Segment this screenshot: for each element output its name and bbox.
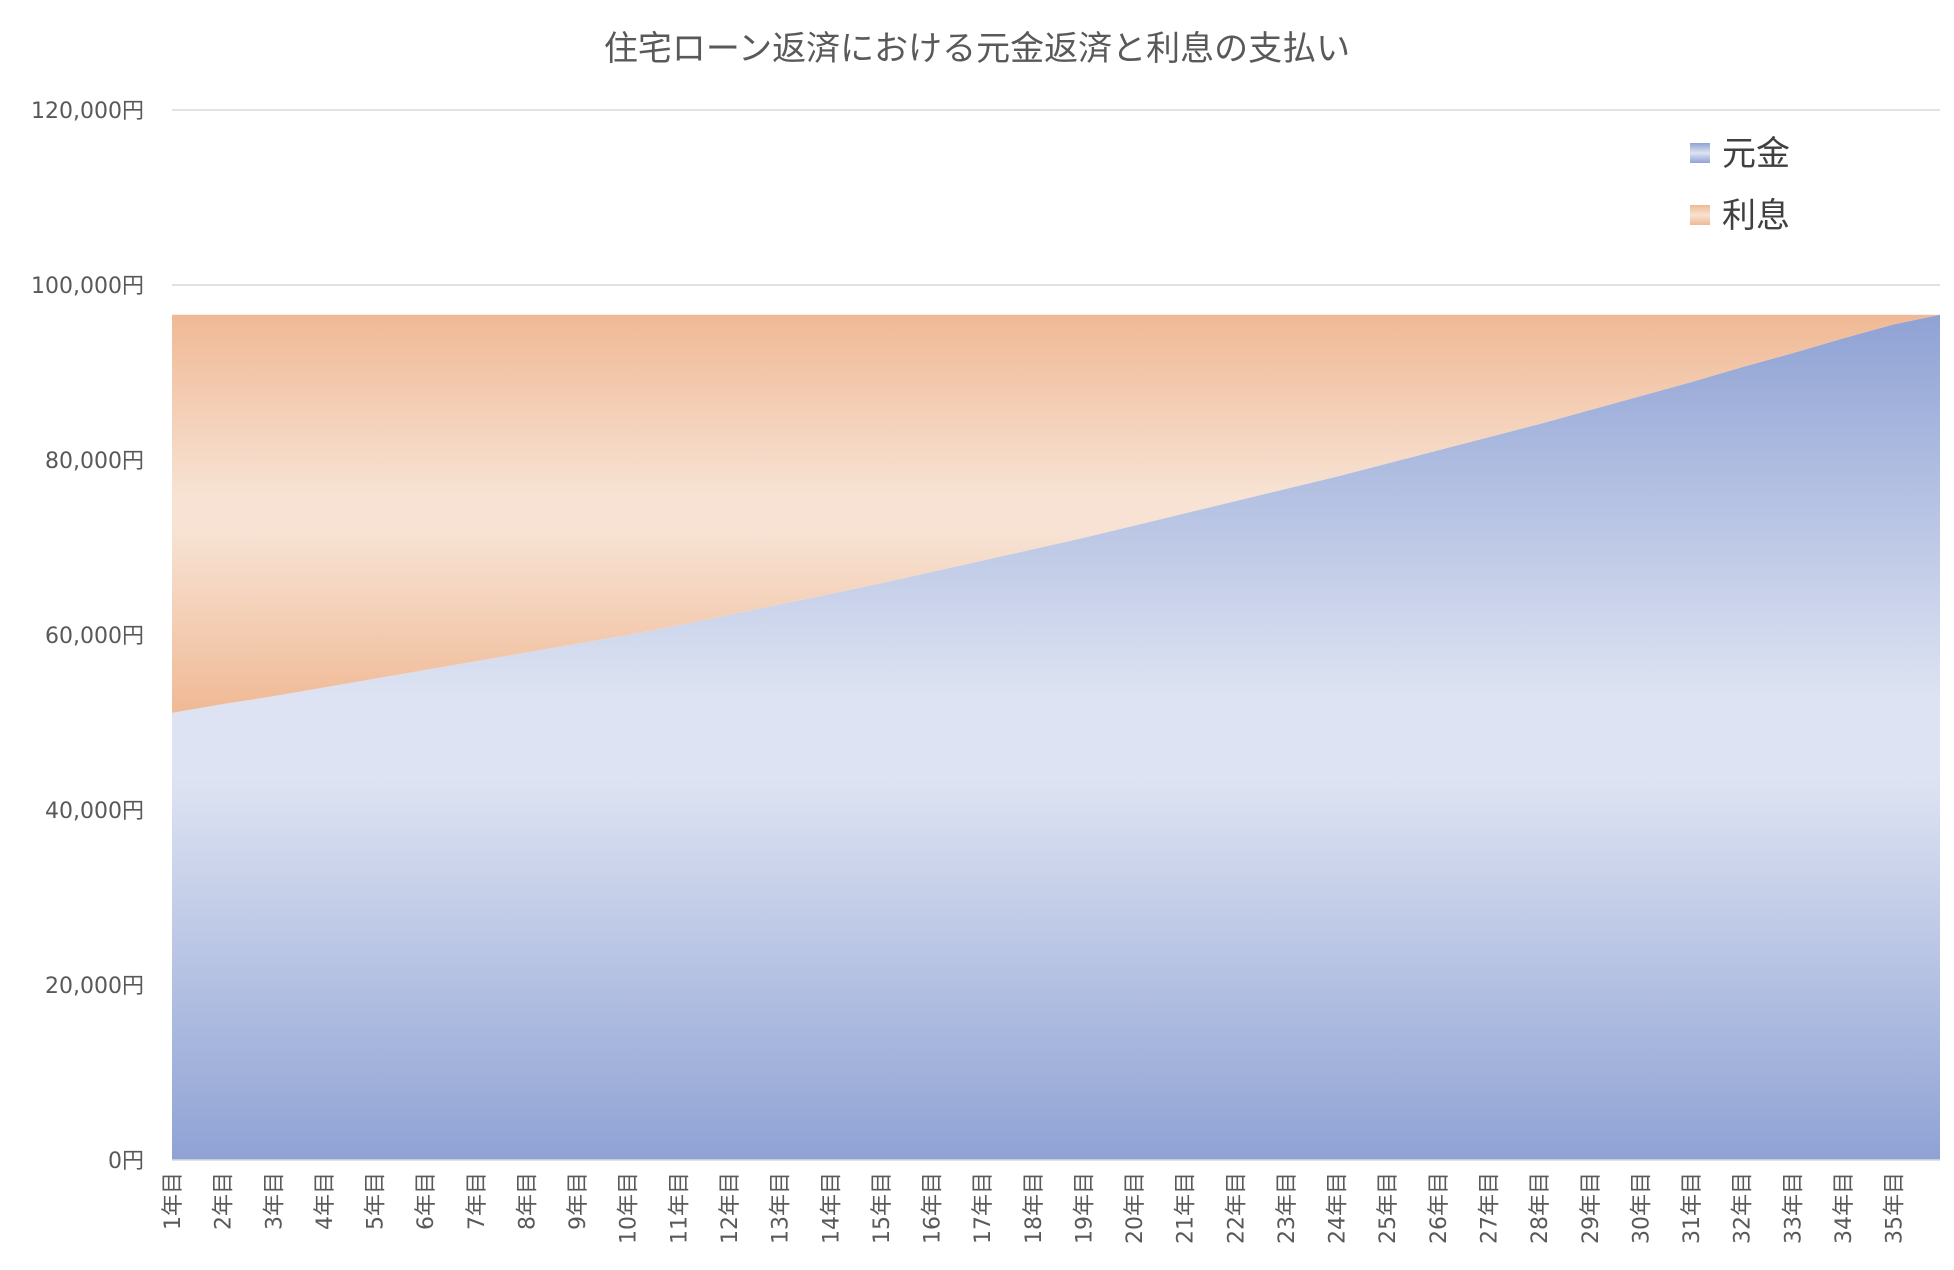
legend-label-principal: 元金	[1722, 134, 1790, 174]
legend-item-principal: 元金	[1690, 134, 1790, 174]
x-tick-label: 3年目	[262, 1172, 287, 1230]
x-tick-label: 13年目	[769, 1172, 794, 1244]
x-tick-label: 2年目	[212, 1172, 237, 1230]
x-tick-label: 16年目	[921, 1172, 946, 1244]
x-tick-label: 17年目	[971, 1172, 996, 1244]
x-tick-label: 33年目	[1781, 1172, 1806, 1244]
area-series-interest	[172, 314, 1940, 713]
y-tick-label: 60,000円	[45, 624, 144, 649]
legend-swatch-principal	[1690, 143, 1710, 163]
x-tick-label: 18年目	[1022, 1172, 1047, 1244]
x-tick-label: 5年目	[364, 1172, 389, 1230]
chart-title: 住宅ローン返済における元金返済と利息の支払い	[604, 29, 1350, 69]
x-tick-label: 32年目	[1731, 1172, 1756, 1244]
x-tick-label: 26年目	[1427, 1172, 1452, 1244]
x-tick-label: 9年目	[566, 1172, 591, 1230]
y-tick-label: 80,000円	[45, 449, 144, 474]
x-axis-ticks: 1年目 2年目 3年目 4年目 5年目 6年目 7年目 8年目 9年目 10年目 11年目 12年目 1…	[161, 1172, 1908, 1244]
x-tick-label: 6年目	[414, 1172, 439, 1230]
x-tick-label: 11年目	[667, 1172, 692, 1244]
x-tick-label: 28年目	[1528, 1172, 1553, 1244]
x-tick-label: 8年目	[515, 1172, 540, 1230]
x-tick-label: 12年目	[718, 1172, 743, 1244]
legend-label-interest: 利息	[1722, 196, 1790, 236]
x-tick-label: 29年目	[1579, 1172, 1604, 1244]
legend: 元金 利息	[1690, 134, 1790, 236]
x-tick-label: 34年目	[1832, 1172, 1857, 1244]
x-tick-label: 15年目	[870, 1172, 895, 1244]
y-tick-label: 100,000円	[31, 274, 144, 299]
x-tick-label: 7年目	[465, 1172, 490, 1230]
x-tick-label: 31年目	[1680, 1172, 1705, 1244]
y-tick-label: 40,000円	[45, 799, 144, 824]
x-tick-label: 1年目	[161, 1172, 186, 1230]
x-tick-label: 30年目	[1629, 1172, 1654, 1244]
y-tick-label: 120,000円	[31, 99, 144, 124]
area-series-principal	[172, 314, 1940, 1160]
legend-swatch-interest	[1690, 205, 1710, 225]
x-tick-label: 35年目	[1883, 1172, 1908, 1244]
plot-areas	[172, 314, 1940, 1160]
x-tick-label: 23年目	[1275, 1172, 1300, 1244]
y-tick-label: 20,000円	[45, 974, 144, 999]
x-tick-label: 25年目	[1376, 1172, 1401, 1244]
x-tick-label: 19年目	[1072, 1172, 1097, 1244]
x-tick-label: 24年目	[1326, 1172, 1351, 1244]
x-tick-label: 27年目	[1478, 1172, 1503, 1244]
y-axis-ticks: 0円 20,000円 40,000円 60,000円 80,000円 100,000円 12…	[31, 99, 144, 1174]
x-tick-label: 4年目	[313, 1172, 338, 1230]
x-tick-label: 21年目	[1174, 1172, 1199, 1244]
legend-item-interest: 利息	[1690, 196, 1790, 236]
x-tick-label: 14年目	[819, 1172, 844, 1244]
x-tick-label: 22年目	[1224, 1172, 1249, 1244]
x-tick-label: 20年目	[1123, 1172, 1148, 1244]
x-tick-label: 10年目	[617, 1172, 642, 1244]
y-tick-label: 0円	[108, 1149, 144, 1174]
